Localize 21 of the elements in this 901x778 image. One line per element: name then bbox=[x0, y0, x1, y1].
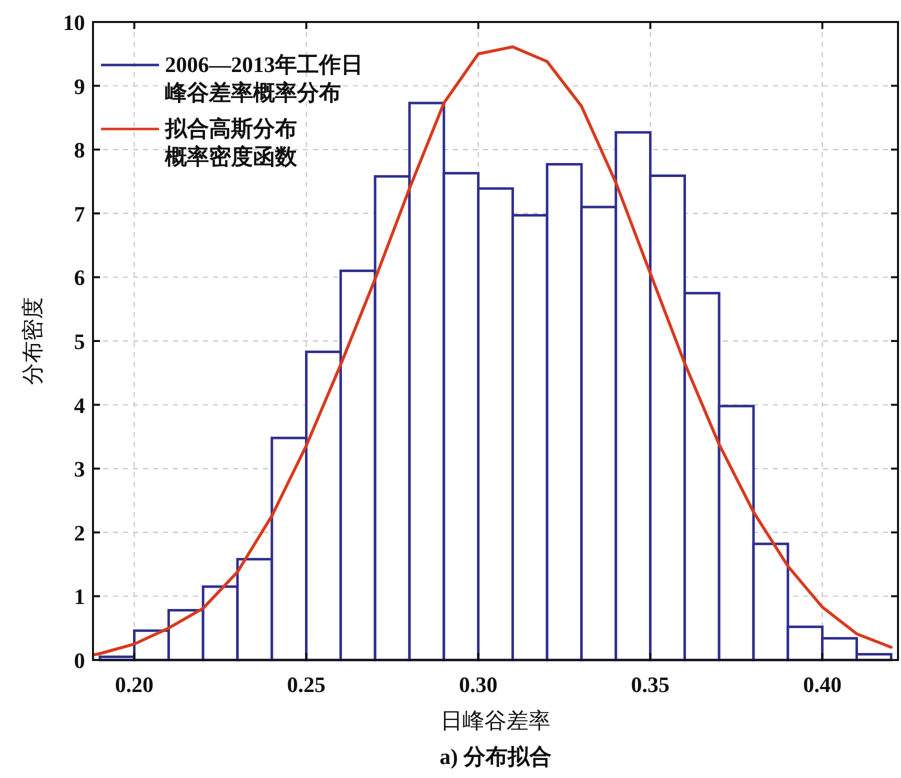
y-tick-label: 6 bbox=[74, 265, 85, 290]
x-axis-title: 日峰谷差率 bbox=[440, 708, 550, 733]
y-tick-label: 4 bbox=[74, 392, 85, 418]
y-tick-label: 8 bbox=[74, 138, 85, 163]
y-tick-label: 0 bbox=[74, 648, 85, 673]
text: a) 分布拟合 bbox=[440, 744, 552, 769]
x-tick-label: 0.20 bbox=[115, 672, 154, 697]
y-tick-label: 5 bbox=[74, 329, 85, 354]
x-tick-label: 0.35 bbox=[631, 672, 670, 697]
y-tick-label: 7 bbox=[74, 201, 85, 226]
y-tick-label: 1 bbox=[74, 584, 85, 610]
x-tick-label: 0.40 bbox=[803, 672, 842, 697]
y-tick-label: 2 bbox=[74, 520, 85, 546]
y-tick-label: 9 bbox=[74, 74, 85, 99]
y-axis-title: 分布密度 bbox=[20, 297, 45, 385]
legend-label: 拟合高斯分布概率密度函数 bbox=[164, 116, 298, 169]
y-tick-label: 3 bbox=[74, 456, 85, 482]
x-tick-label: 0.25 bbox=[287, 672, 326, 697]
y-tick-label: 10 bbox=[63, 10, 85, 35]
legend-label: 2006—2013年工作日峰谷差率概率分布 bbox=[165, 52, 363, 105]
x-tick-label: 0.30 bbox=[459, 672, 498, 697]
